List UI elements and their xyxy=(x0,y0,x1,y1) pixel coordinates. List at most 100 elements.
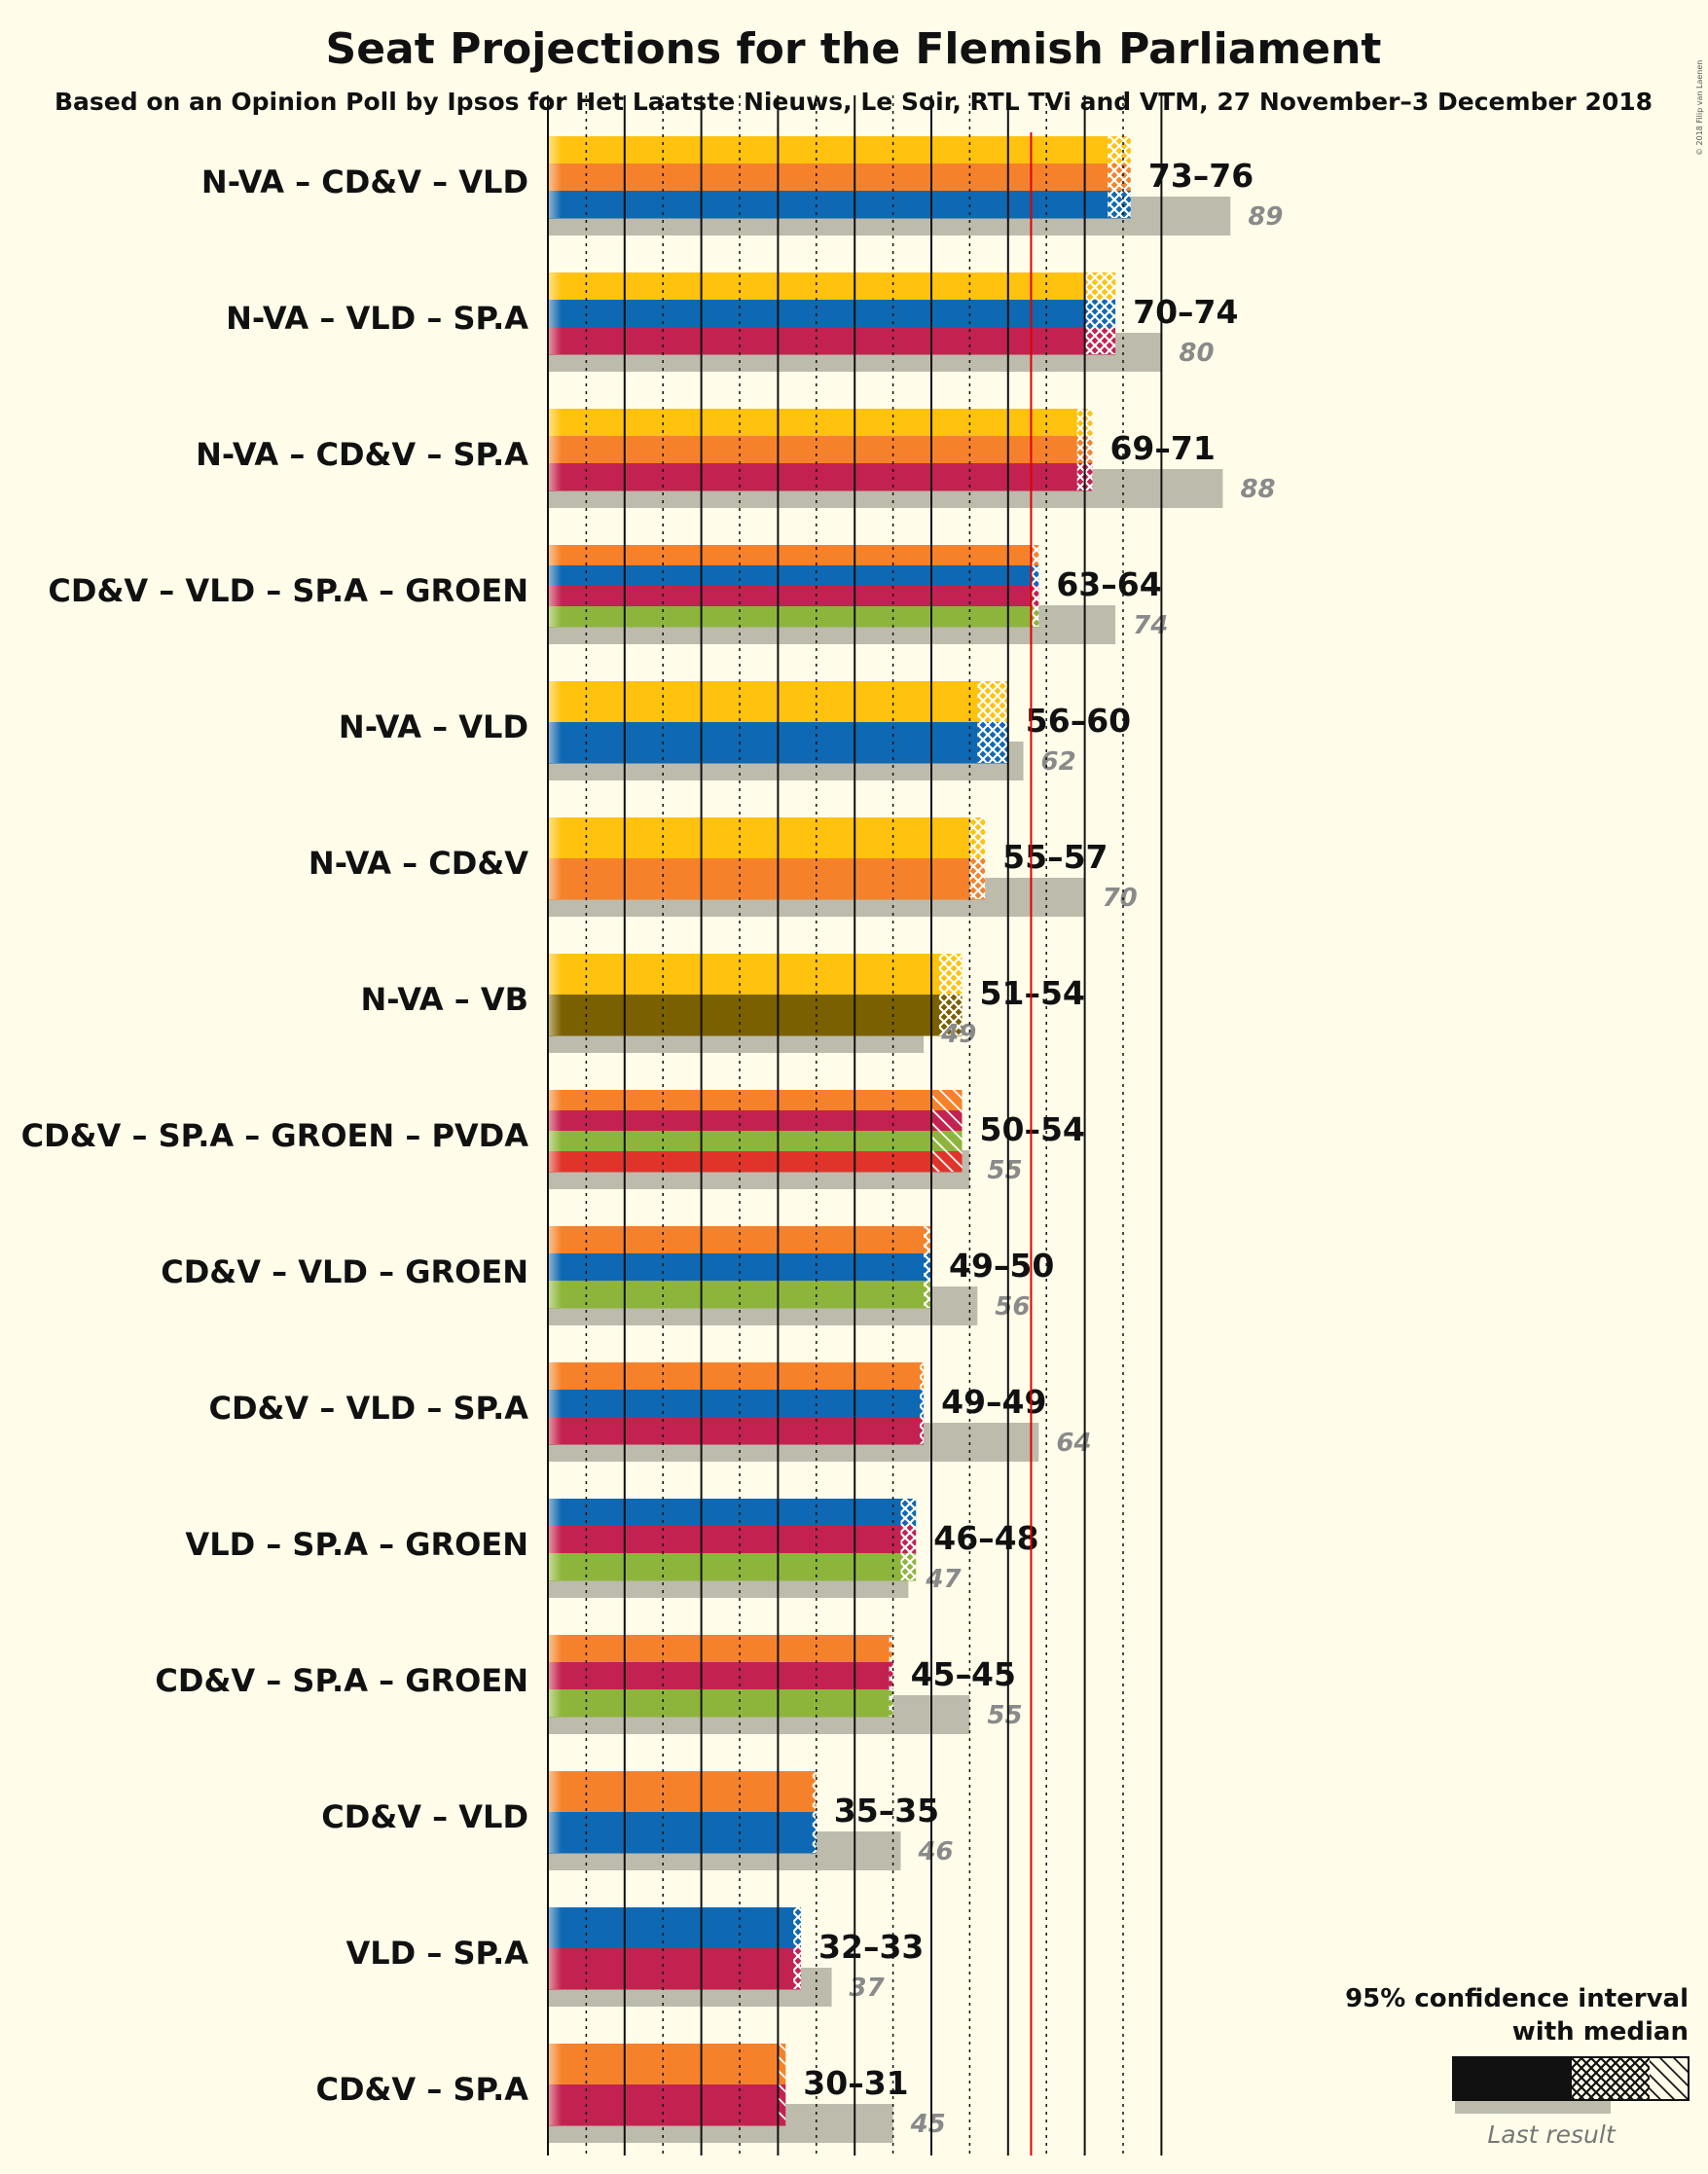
party-stripe-cdv xyxy=(548,1771,817,1813)
chart-title: Seat Projections for the Flemish Parliam… xyxy=(326,24,1382,74)
party-stripe-cdv xyxy=(548,436,1093,464)
party-stripe-n-va xyxy=(548,136,1131,164)
coalition-label: CD&V – VLD xyxy=(321,1798,528,1835)
coalition-row-cdv-vld: CD&V – VLD 35–35 46 xyxy=(321,1771,954,1870)
seat-range-label: 73–76 xyxy=(1148,157,1254,195)
party-stripe-cdv xyxy=(548,1362,925,1391)
party-stripe-vld xyxy=(548,1499,917,1527)
seat-range-label: 63–64 xyxy=(1056,565,1161,603)
party-stripe-n-va xyxy=(548,954,963,996)
coalition-label: CD&V – SP.A xyxy=(315,2071,528,2108)
party-stripe-n-va xyxy=(548,817,986,859)
seat-range-label: 56–60 xyxy=(1026,702,1131,740)
party-stripe-groen xyxy=(548,1689,893,1718)
party-stripe-vld xyxy=(548,1907,802,1949)
party-stripe-sp-a xyxy=(548,1110,963,1132)
legend-outline xyxy=(1452,2056,1690,2101)
coalition-row-cdv-vld-groen: CD&V – VLD – GROEN 49–50 56 xyxy=(161,1226,1054,1325)
party-stripe-sp-a xyxy=(548,327,1116,355)
confidence-interval-hatch xyxy=(1108,136,1131,218)
seat-range-label: 45–45 xyxy=(911,1655,1016,1693)
bar-fade xyxy=(548,1226,562,1308)
chart-subtitle: Based on an Opinion Poll by Ipsos for He… xyxy=(55,88,1653,116)
legend-cross-hatch-pattern xyxy=(1572,2057,1650,2100)
bar-fade xyxy=(548,2044,562,2125)
coalition-row-n-va-vld-sp-a: N-VA – VLD – SP.A 70–74 80 xyxy=(226,272,1238,372)
seat-range-label: 50–54 xyxy=(980,1110,1085,1148)
confidence-interval-hatch xyxy=(924,1226,931,1308)
coalition-label: CD&V – VLD – SP.A – GROEN xyxy=(48,572,528,609)
copyright-text: © 2018 Filip van Laenen xyxy=(1695,60,1704,156)
bar-fade xyxy=(548,409,562,490)
last-result-value: 45 xyxy=(910,2110,946,2139)
coalition-row-cdv-vld-sp-a-groen: CD&V – VLD – SP.A – GROEN 63–64 74 xyxy=(48,545,1168,644)
party-stripe-n-va xyxy=(548,272,1116,301)
legend-last-result-label: Last result xyxy=(1487,2120,1616,2149)
bar-fade xyxy=(548,272,562,354)
confidence-interval-hatch xyxy=(938,954,963,1035)
party-stripe-sp-a xyxy=(548,2084,786,2126)
coalition-row-n-va-cdv-sp-a: N-VA – CD&V – SP.A 69–71 88 xyxy=(196,409,1276,508)
seat-range-label: 49–49 xyxy=(941,1383,1046,1421)
confidence-interval-hatch xyxy=(977,681,1008,763)
party-stripe-groen xyxy=(548,606,1039,628)
last-result-value: 55 xyxy=(987,1701,1022,1730)
bar-fade xyxy=(548,1907,562,1989)
bar-fade xyxy=(548,1635,562,1717)
seat-range-label: 32–33 xyxy=(818,1928,924,1966)
coalition-row-cdv-sp-a-groen-pvda: CD&V – SP.A – GROEN – PVDA 50–54 55 xyxy=(21,1090,1085,1189)
coalition-label: VLD – SP.A xyxy=(345,1935,528,1972)
coalition-label: N-VA – VLD – SP.A xyxy=(226,300,528,337)
seat-range-label: 35–35 xyxy=(834,1792,939,1830)
bar-fade xyxy=(548,817,562,899)
last-result-value: 56 xyxy=(995,1292,1030,1322)
seat-range-label: 70–74 xyxy=(1133,293,1238,331)
legend-diagonal-hatch-pattern xyxy=(1650,2057,1689,2100)
bar-fade xyxy=(548,1362,562,1444)
party-stripe-sp-a xyxy=(548,1526,917,1554)
confidence-interval-hatch xyxy=(900,1499,917,1580)
seat-range-label: 46–48 xyxy=(933,1519,1038,1557)
coalition-label: CD&V – SP.A – GROEN xyxy=(155,1662,528,1699)
party-stripe-cdv xyxy=(548,1090,963,1111)
coalition-label: CD&V – VLD – SP.A xyxy=(208,1390,528,1427)
legend-solid-swatch xyxy=(1453,2057,1572,2100)
party-stripe-cdv xyxy=(548,2044,786,2085)
confidence-interval-hatch xyxy=(969,817,986,899)
party-stripe-groen xyxy=(548,1131,963,1152)
coalition-row-cdv-sp-a-groen: CD&V – SP.A – GROEN 45–45 55 xyxy=(155,1635,1023,1734)
gridlines-layer xyxy=(547,95,1163,2156)
confidence-interval-hatch xyxy=(1031,545,1039,627)
confidence-interval-hatch xyxy=(793,1907,802,1989)
party-stripe-vb xyxy=(548,995,963,1036)
party-stripe-vld xyxy=(548,565,1039,587)
bar-fade xyxy=(548,136,562,218)
last-result-value: 74 xyxy=(1133,611,1168,640)
seat-range-label: 51–54 xyxy=(980,974,1085,1012)
legend: 95% confidence interval with median Last… xyxy=(1345,1984,1690,2149)
party-stripe-pvda xyxy=(548,1151,963,1173)
bar-fade xyxy=(548,545,562,627)
legend-ci-line1: 95% confidence interval xyxy=(1345,1984,1689,2013)
last-result-value: 70 xyxy=(1103,884,1138,913)
party-stripe-sp-a xyxy=(548,463,1093,491)
bars-layer: N-VA – CD&V – VLD 73–76 89 N-VA – VLD – SP.… xyxy=(21,136,1284,2143)
median-tick xyxy=(812,1771,817,1853)
party-stripe-vld xyxy=(548,300,1116,328)
coalition-label: CD&V – SP.A – GROEN – PVDA xyxy=(21,1117,529,1154)
coalition-label: N-VA – CD&V – VLD xyxy=(201,163,528,200)
party-stripe-sp-a xyxy=(548,1417,925,1445)
party-stripe-vld xyxy=(548,1390,925,1418)
median-tick xyxy=(889,1635,893,1717)
last-result-value: 64 xyxy=(1056,1429,1091,1458)
seat-range-label: 49–50 xyxy=(949,1247,1054,1285)
coalition-label: N-VA – CD&V xyxy=(309,845,528,882)
party-stripe-vld xyxy=(548,191,1131,219)
coalition-label: N-VA – CD&V – SP.A xyxy=(196,436,528,473)
coalition-row-cdv-vld-sp-a: CD&V – VLD – SP.A 49–49 64 xyxy=(208,1362,1092,1462)
median-tick xyxy=(920,1362,925,1444)
